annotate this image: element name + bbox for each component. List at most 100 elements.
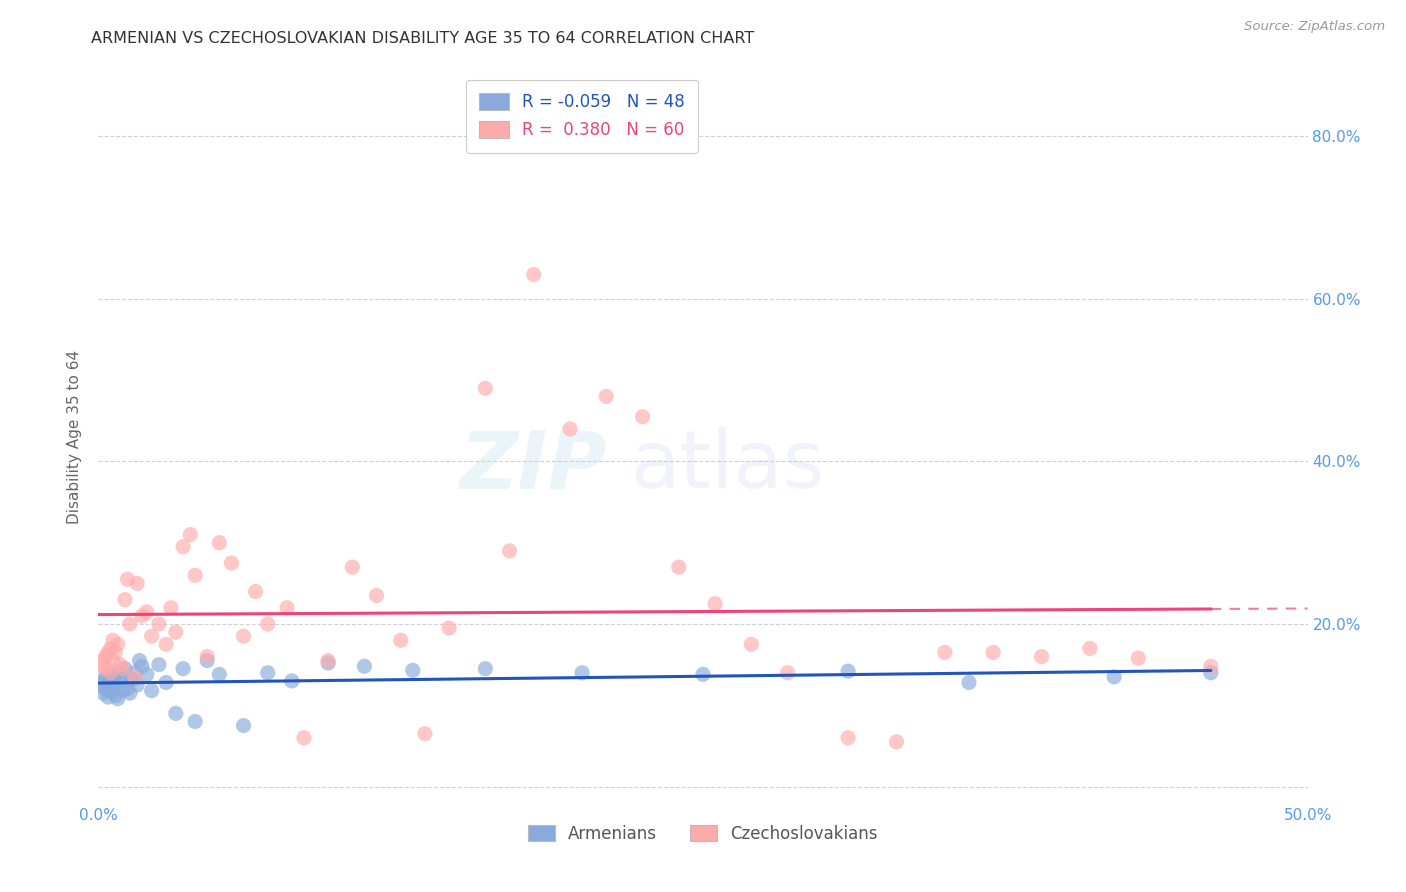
Point: [165, 625, 187, 640]
Point: [316, 654, 339, 668]
Point: [704, 597, 727, 611]
Point: [91, 686, 114, 700]
Text: ZIP: ZIP: [458, 427, 606, 506]
Point: [104, 645, 127, 659]
Point: [413, 727, 436, 741]
Point: [837, 664, 859, 678]
Point: [94, 649, 117, 664]
Point: [1128, 651, 1150, 665]
Point: [114, 662, 136, 676]
Point: [1102, 670, 1125, 684]
Point: [94, 662, 117, 676]
Point: [155, 637, 177, 651]
Point: [184, 714, 207, 729]
Point: [108, 657, 131, 672]
Point: [437, 621, 460, 635]
Point: [172, 540, 194, 554]
Point: [184, 568, 207, 582]
Point: [131, 659, 153, 673]
Point: [1031, 649, 1053, 664]
Point: [100, 665, 122, 680]
Point: [353, 659, 375, 673]
Point: [160, 600, 183, 615]
Point: [124, 665, 146, 680]
Point: [366, 589, 388, 603]
Point: [114, 592, 136, 607]
Point: [195, 654, 218, 668]
Point: [111, 670, 134, 684]
Point: [934, 645, 956, 659]
Point: [256, 617, 278, 632]
Point: [474, 662, 496, 676]
Point: [104, 689, 127, 703]
Point: [101, 667, 124, 681]
Point: [1199, 659, 1222, 673]
Point: [97, 675, 120, 690]
Point: [141, 683, 163, 698]
Point: [107, 691, 129, 706]
Point: [558, 422, 581, 436]
Point: [342, 560, 364, 574]
Point: [148, 617, 170, 632]
Point: [90, 678, 112, 692]
Point: [94, 681, 117, 696]
Point: [111, 662, 134, 676]
Point: [957, 675, 980, 690]
Point: [208, 667, 231, 681]
Point: [292, 731, 315, 745]
Point: [100, 683, 122, 698]
Point: [124, 670, 146, 684]
Point: [276, 600, 298, 615]
Point: [100, 673, 122, 687]
Point: [474, 381, 496, 395]
Point: [740, 637, 762, 651]
Point: [1078, 641, 1101, 656]
Point: [981, 645, 1004, 659]
Point: [232, 718, 254, 732]
Point: [135, 605, 157, 619]
Point: [97, 645, 120, 659]
Point: [245, 584, 267, 599]
Point: [148, 657, 170, 672]
Point: [195, 649, 218, 664]
Point: [571, 665, 593, 680]
Point: [232, 629, 254, 643]
Point: [100, 641, 122, 656]
Y-axis label: Disability Age 35 to 64: Disability Age 35 to 64: [67, 350, 83, 524]
Point: [127, 678, 149, 692]
Point: [107, 637, 129, 651]
Point: [256, 665, 278, 680]
Point: [155, 675, 177, 690]
Point: [94, 670, 117, 684]
Point: [172, 662, 194, 676]
Text: ARMENIAN VS CZECHOSLOVAKIAN DISABILITY AGE 35 TO 64 CORRELATION CHART: ARMENIAN VS CZECHOSLOVAKIAN DISABILITY A…: [91, 31, 755, 46]
Legend: Armenians, Czechoslovakians: Armenians, Czechoslovakians: [522, 818, 884, 849]
Point: [111, 683, 134, 698]
Point: [595, 389, 617, 403]
Point: [108, 673, 131, 688]
Point: [101, 681, 124, 695]
Point: [118, 686, 141, 700]
Point: [135, 667, 157, 681]
Point: [179, 527, 201, 541]
Point: [141, 629, 163, 643]
Text: Source: ZipAtlas.com: Source: ZipAtlas.com: [1244, 20, 1385, 33]
Point: [165, 706, 187, 721]
Point: [101, 633, 124, 648]
Point: [107, 665, 129, 680]
Point: [1199, 665, 1222, 680]
Point: [498, 544, 520, 558]
Point: [668, 560, 690, 574]
Point: [104, 678, 127, 692]
Point: [121, 673, 143, 687]
Point: [776, 665, 799, 680]
Point: [117, 572, 139, 586]
Point: [402, 663, 425, 677]
Point: [221, 556, 243, 570]
Point: [208, 535, 231, 549]
Point: [316, 656, 339, 670]
Point: [127, 576, 149, 591]
Point: [117, 681, 139, 696]
Point: [90, 659, 112, 673]
Point: [389, 633, 412, 648]
